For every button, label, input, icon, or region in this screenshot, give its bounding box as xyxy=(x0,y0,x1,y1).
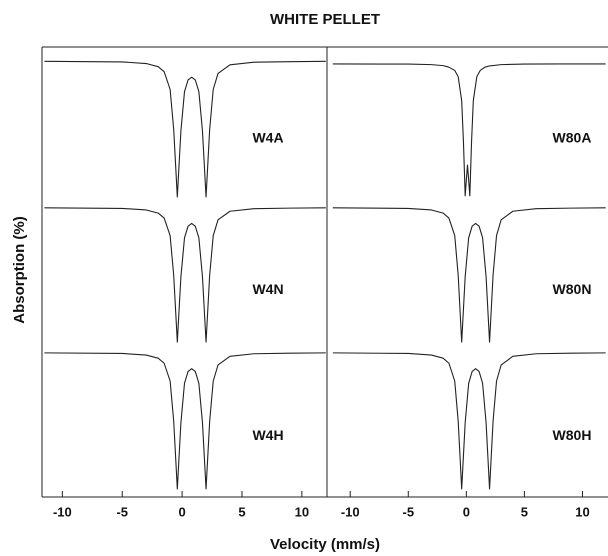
panel-label: W80A xyxy=(553,130,592,146)
frame xyxy=(41,46,608,498)
x-tick-label: -10 xyxy=(53,504,72,519)
x-tick-label: 5 xyxy=(521,504,528,519)
x-tick-label: -5 xyxy=(116,504,128,519)
panel-label: W4H xyxy=(252,427,283,443)
panel-label: W4N xyxy=(252,281,283,297)
spectrum-line xyxy=(44,352,326,490)
panel-label: W80N xyxy=(553,281,592,297)
x-tick-label: 10 xyxy=(295,504,309,519)
spectrum-line xyxy=(332,207,606,343)
spectrum-line xyxy=(44,207,326,343)
x-tick-label: 5 xyxy=(238,504,245,519)
x-tick-label: 0 xyxy=(178,504,185,519)
spectrum-line xyxy=(44,60,326,198)
spectrum-line xyxy=(332,352,606,490)
x-axis-label: Velocity (mm/s) xyxy=(270,536,380,553)
x-tick-label: 10 xyxy=(575,504,589,519)
x-tick-label: -10 xyxy=(341,504,360,519)
spectrum-line xyxy=(332,63,606,197)
panel-label: W4A xyxy=(252,130,283,146)
x-tick-label: -5 xyxy=(402,504,414,519)
figure-title: WHITE PELLET xyxy=(270,11,380,28)
y-axis-label: Absorption (%) xyxy=(11,216,28,323)
panel-label: W80H xyxy=(553,427,592,443)
x-tick-label: 0 xyxy=(463,504,470,519)
